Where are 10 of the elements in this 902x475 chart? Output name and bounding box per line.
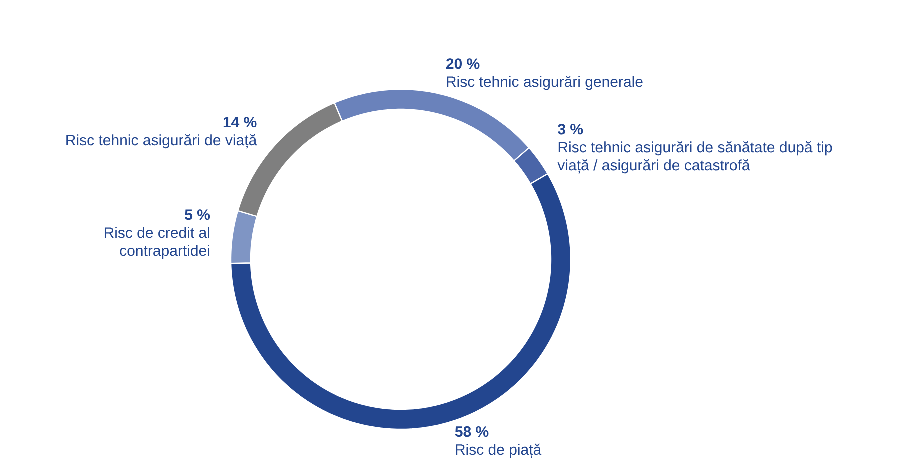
slice-label: Risc de piață [456,444,542,458]
slice-label: Risc tehnic asigurări de sănătate după tip viață / asigurări de catastrofă [558,141,832,174]
slice-label: Risc de credit al contrapartidei [104,227,210,260]
slice-label: Risc tehnic asigurări generale [447,76,643,90]
data-label: 5 % [185,210,210,220]
slice-label: Risc tehnic asigurări de viață [66,134,258,149]
data-label: 20 % [446,58,480,70]
data-label: 3 % [558,124,584,135]
data-label: 58 % [455,426,489,438]
data-label: 14 % [224,117,257,128]
